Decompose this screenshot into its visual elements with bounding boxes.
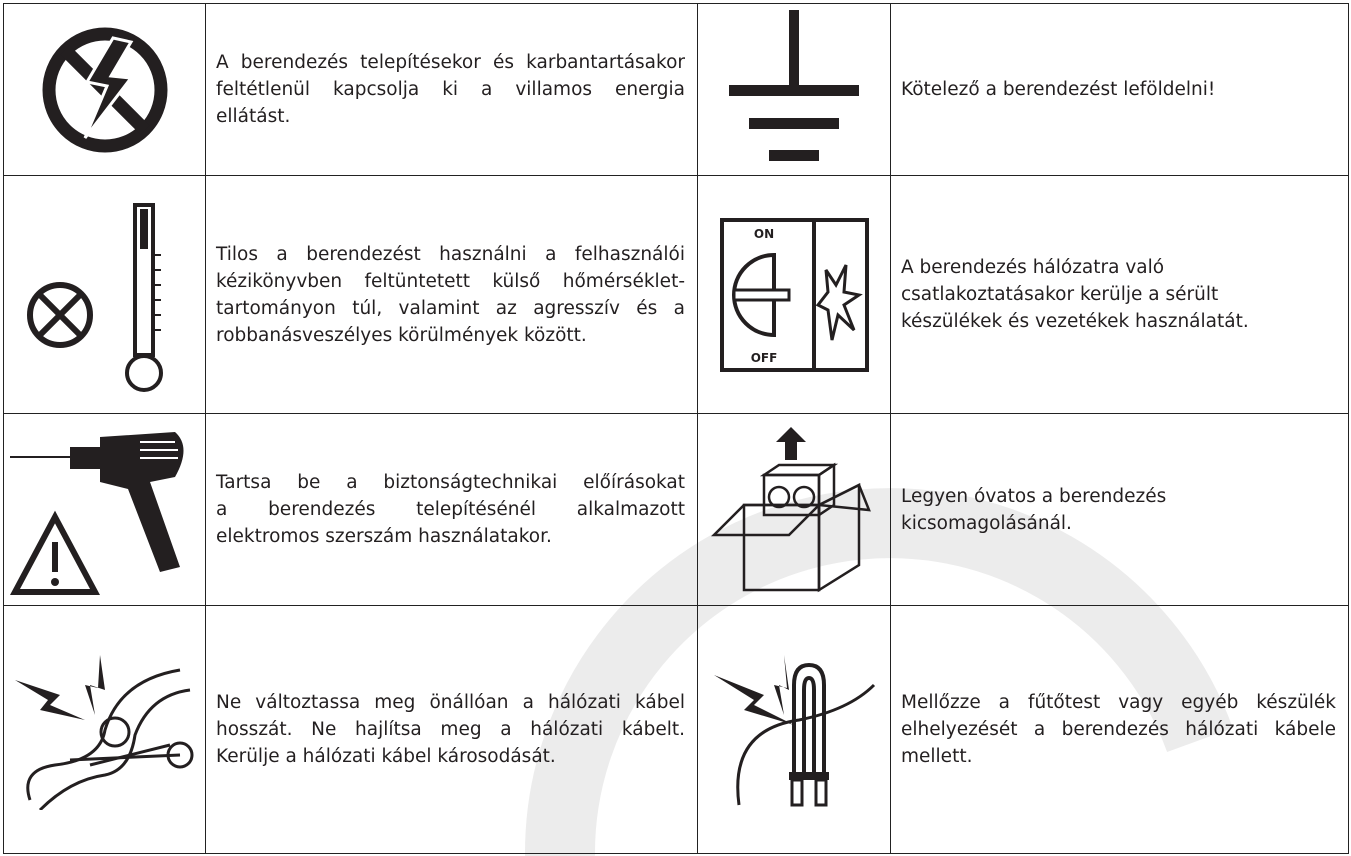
text-cell: Ne változtassa meg önállóan a hálózati k… (205, 605, 698, 854)
icon-label: ON (754, 227, 774, 241)
text-line: Legyen óvatos a berendezés (901, 485, 1167, 507)
row: Ne változtassa meg önállóan a hálózati k… (3, 605, 1349, 854)
text-line: csatlakoztatásakor kerülje a sérült (901, 284, 1219, 305)
text-line: Kötelező a berendezést leföldelni! (901, 79, 1216, 100)
text-line: mellett. (901, 746, 973, 767)
text-line: hosszát. Ne hajlítsa meg a hálózati kábe… (216, 719, 685, 740)
text-line: feltétlenül kapcsolja ki a villamos ener… (216, 79, 685, 100)
text-line: készülékek és vezetékek használatát. (901, 311, 1249, 332)
text-line: elektromos szerszám használatakor. (216, 526, 552, 547)
text-cell: A berendezés telepítésekor és karbantart… (205, 3, 698, 176)
text-line: ellátást. (216, 106, 291, 127)
text-line: Tartsa be a biztonságtechnikai előírások… (216, 472, 685, 493)
row: Tartsa be a biztonságtechnikai előírások… (3, 413, 1349, 606)
icon-cell (697, 3, 891, 176)
text-cell: Mellőzze a fűtőtest vagy egyéb készülék e… (890, 605, 1349, 854)
switch-icon: ON OFF (720, 217, 869, 372)
no-power-icon (42, 27, 167, 152)
row: A berendezés telepítésekor és karbantart… (3, 3, 1349, 176)
text-line: robbanásveszélyes körülmények között. (216, 324, 587, 346)
row: Tilos a berendezést használni a felhaszn… (3, 175, 1349, 414)
icon-cell (697, 605, 891, 854)
text-line: Tilos a berendezést használni a felhaszn… (216, 243, 685, 265)
text-line: A berendezés hálózatra való (901, 257, 1165, 278)
icon-label: OFF (751, 351, 778, 365)
icon-cell (3, 605, 206, 854)
text-cell: Kötelező a berendezést leföldelni! (890, 3, 1349, 176)
icon-cell: ON OFF (697, 175, 891, 414)
icon-cell (3, 175, 206, 414)
text-line: tartományon túl, valamint az agresszív é… (216, 297, 685, 319)
text-line: Mellőzze a fűtőtest vagy egyéb készülék (901, 692, 1336, 713)
icon-cell (3, 413, 206, 606)
icon-cell (3, 3, 206, 176)
drill-icon (9, 432, 183, 595)
heater-icon (714, 654, 876, 806)
text-line: kicsomagolásánál. (901, 512, 1072, 534)
text-cell: Legyen óvatos a berendezés kicsomagolásán… (890, 413, 1349, 606)
text-cell: A berendezés hálózatra való csatlakoztatá… (890, 175, 1349, 414)
cable-icon (14, 654, 193, 810)
box-icon (710, 426, 871, 592)
text-line: elhelyezését a berendezés hálózati kábel… (901, 719, 1336, 740)
text-line: Ne változtassa meg önállóan a hálózati k… (216, 692, 685, 713)
temperature-icon (26, 202, 163, 392)
icon-cell (697, 413, 891, 606)
text-line: Kerülje a hálózati kábel károsodását. (216, 746, 556, 767)
text-cell: Tilos a berendezést használni a felhaszn… (205, 175, 698, 414)
text-line: A berendezés telepítésekor és karbantart… (216, 52, 685, 73)
text-line: kézikönyvben feltüntetett külső hőmérsék… (216, 270, 685, 292)
text-line: a berendezés telepítésénél alkalmazott (216, 499, 685, 520)
ground-icon (729, 9, 859, 161)
safety-table: A berendezés telepítésekor és karbantart… (3, 3, 1349, 854)
text-cell: Tartsa be a biztonságtechnikai előírások… (205, 413, 698, 606)
